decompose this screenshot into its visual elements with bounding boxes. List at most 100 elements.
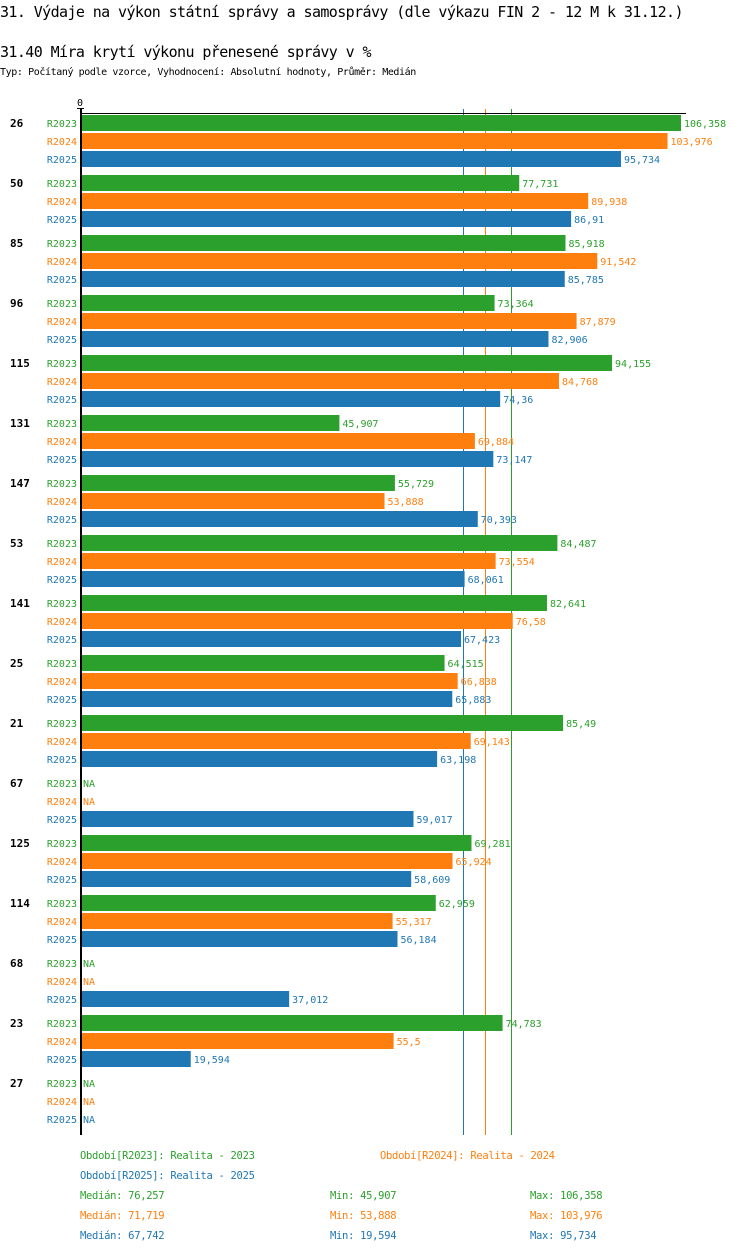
data-label: 73,554 <box>499 557 535 568</box>
bar <box>80 433 475 449</box>
category-group: 147 R2023 55,729 R2024 53,888 R2025 70,393 <box>10 475 517 527</box>
data-label: 55,5 <box>397 1037 421 1048</box>
series-label: R2023 <box>47 479 77 490</box>
bar <box>80 751 438 767</box>
category-label: 53 <box>10 537 23 550</box>
data-label: 86,91 <box>574 215 604 226</box>
bar <box>80 115 681 131</box>
series-label: R2025 <box>47 515 77 526</box>
category-label: 68 <box>10 957 23 970</box>
data-label: 70,393 <box>481 515 517 526</box>
category-group: 85 R2023 85,918 R2024 91,542 R2025 85,785 <box>10 235 636 287</box>
bar <box>80 913 393 929</box>
bar <box>80 1015 503 1031</box>
series-label: R2024 <box>47 1037 77 1048</box>
data-label: 59,017 <box>416 815 452 826</box>
data-label: 82,906 <box>551 335 587 346</box>
x-tick-label: 0 <box>77 98 83 109</box>
bar <box>80 373 560 389</box>
legend-min-r2023: Min: 45,907 <box>330 1190 397 1202</box>
bar <box>80 1033 394 1049</box>
data-label: 53,888 <box>388 497 424 508</box>
category-label: 115 <box>10 357 30 370</box>
category-label: 85 <box>10 237 23 250</box>
series-label: R2024 <box>47 977 77 988</box>
data-label: 89,938 <box>591 197 627 208</box>
series-label: R2025 <box>47 1115 77 1126</box>
data-label: 85,918 <box>568 239 604 250</box>
series-label: R2025 <box>47 815 77 826</box>
series-label: R2024 <box>47 197 77 208</box>
data-label: 67,423 <box>464 635 500 646</box>
chart-title: 31.40 Míra krytí výkonu přenesené správy… <box>0 43 372 61</box>
series-label: R2023 <box>47 1079 77 1090</box>
category-group: 131 R2023 45,907 R2024 69,884 R2025 73,147 <box>10 415 532 467</box>
data-label: NA <box>83 779 95 790</box>
data-label: NA <box>83 959 95 970</box>
series-label: R2025 <box>47 695 77 706</box>
series-label: R2024 <box>47 437 77 448</box>
series-label: R2024 <box>47 1097 77 1108</box>
bar <box>80 1051 191 1067</box>
series-label: R2023 <box>47 599 77 610</box>
series-label: R2024 <box>47 557 77 568</box>
category-label: 67 <box>10 777 23 790</box>
series-label: R2024 <box>47 137 77 148</box>
data-label: 85,49 <box>566 719 596 730</box>
bar <box>80 595 547 611</box>
series-label: R2024 <box>47 737 77 748</box>
data-label: 19,594 <box>194 1055 230 1066</box>
bar <box>80 655 445 671</box>
legend-max-r2023: Max: 106,358 <box>530 1190 603 1202</box>
bar <box>80 151 621 167</box>
category-group: 114 R2023 62,959 R2024 55,317 R2025 56,184 <box>10 895 475 947</box>
series-label: R2025 <box>47 635 77 646</box>
series-label: R2023 <box>47 419 77 430</box>
bar <box>80 871 412 887</box>
series-label: R2024 <box>47 497 77 508</box>
series-label: R2025 <box>47 215 77 226</box>
data-label: NA <box>83 1097 95 1108</box>
series-label: R2025 <box>47 575 77 586</box>
bar <box>80 355 613 371</box>
category-group: 25 R2023 64,515 R2024 66,838 R2025 65,883 <box>10 655 497 707</box>
category-group: 53 R2023 84,487 R2024 73,554 R2025 68,061 <box>10 535 597 587</box>
series-label: R2025 <box>47 995 77 1006</box>
data-label: 65,924 <box>456 857 492 868</box>
data-label: 68,061 <box>468 575 504 586</box>
category-group: 68 R2023 NA R2024 NA R2025 37,012 <box>10 957 328 1007</box>
series-label: R2023 <box>47 1019 77 1030</box>
series-label: R2023 <box>47 359 77 370</box>
legend-median-r2025: Medián: 67,742 <box>80 1230 165 1242</box>
bar <box>80 475 395 491</box>
legend-period-r2024: Období[R2024]: Realita - 2024 <box>380 1150 555 1162</box>
category-group: 21 R2023 85,49 R2024 69,143 R2025 63,198 <box>10 715 596 767</box>
data-label: 69,884 <box>478 437 514 448</box>
data-label: 73,147 <box>496 455 532 466</box>
bar <box>80 613 513 629</box>
bar <box>80 235 566 251</box>
data-label: NA <box>83 977 95 988</box>
bar <box>80 715 564 731</box>
series-label: R2024 <box>47 917 77 928</box>
category-group: 27 R2023 NA R2024 NA R2025 NA <box>10 1077 95 1126</box>
series-label: R2023 <box>47 179 77 190</box>
bar <box>80 811 414 827</box>
data-label: 64,515 <box>448 659 484 670</box>
data-label: 55,317 <box>396 917 432 928</box>
series-label: R2025 <box>47 455 77 466</box>
series-label: R2024 <box>47 377 77 388</box>
series-label: R2025 <box>47 935 77 946</box>
category-label: 21 <box>10 717 24 730</box>
category-group: 141 R2023 82,641 R2024 76,58 R2025 67,423 <box>10 595 586 647</box>
bar <box>80 313 577 329</box>
data-label: 69,143 <box>474 737 510 748</box>
series-label: R2025 <box>47 395 77 406</box>
data-label: 55,729 <box>398 479 434 490</box>
category-label: 131 <box>10 417 30 430</box>
bar <box>80 331 549 347</box>
series-label: R2023 <box>47 839 77 850</box>
bar <box>80 931 398 947</box>
series-label: R2023 <box>47 299 77 310</box>
